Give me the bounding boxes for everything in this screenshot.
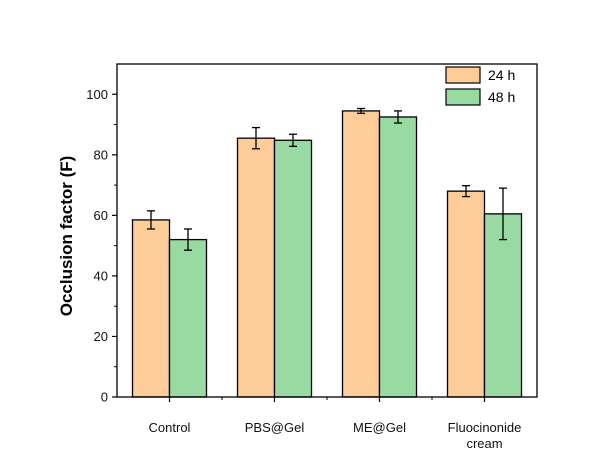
bar-48h-1	[273, 139, 313, 398]
x-category-label-3-1: cream	[466, 436, 502, 451]
bar-48h-2	[378, 116, 418, 398]
y-tick-label-20: 20	[94, 329, 108, 344]
y-tick-label-60: 60	[94, 208, 108, 223]
y-tick-label-40: 40	[94, 268, 108, 283]
x-category-label-2-0: ME@Gel	[353, 420, 406, 435]
x-category-label-3-0: Fluocinonide	[448, 420, 522, 435]
bar-48h-3	[483, 213, 523, 398]
bars-layer	[131, 110, 523, 398]
x-category-label-1-0: PBS@Gel	[245, 420, 305, 435]
legend-label-24h: 24 h	[488, 67, 515, 83]
y-tick-label-100: 100	[86, 87, 108, 102]
y-axis-title: Occlusion factor (F)	[57, 156, 76, 317]
legend-label-48h: 48 h	[488, 89, 515, 105]
legend: 24 h 48 h	[445, 66, 515, 106]
bar-48h-0	[168, 238, 208, 398]
x-category-label-0-0: Control	[149, 420, 191, 435]
legend-swatch-24h	[445, 66, 481, 84]
y-tick-label-80: 80	[94, 147, 108, 162]
error-bars-layer	[147, 107, 507, 251]
bar-24h-0	[131, 219, 171, 398]
bar-24h-2	[341, 110, 381, 398]
ticks-layer: 0 20 40 60 80 100 Control PBS@Gel ME@Gel Fluocino…	[86, 87, 521, 451]
bar-24h-1	[236, 137, 276, 398]
legend-swatch-48h	[445, 88, 481, 106]
y-tick-label-0: 0	[101, 390, 108, 405]
bar-24h-3	[446, 190, 486, 398]
